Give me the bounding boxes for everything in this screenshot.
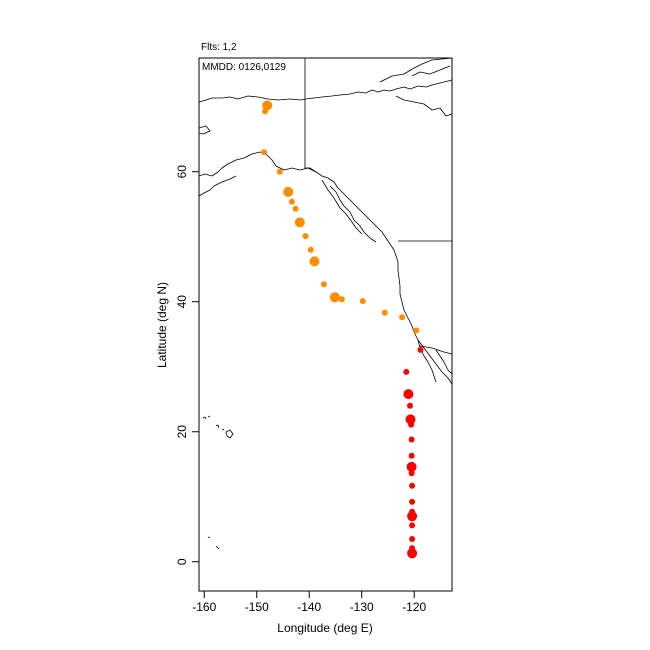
data-point-series-1-4 [276,168,283,175]
data-point-series-2-7 [408,436,415,443]
x-tick-label: -150 [245,600,269,614]
data-point-series-2-6 [408,421,415,428]
map-layer [199,58,452,550]
data-point-series-1-12 [320,281,327,288]
data-point-series-1-1 [262,100,273,111]
data-point-series-2-8 [408,452,415,459]
data-point-series-2-1 [417,346,424,353]
coastline-arctic-islands [379,58,452,117]
data-point-series-2-15 [409,522,416,529]
data-point-series-2-5 [405,414,416,425]
data-point-series-1-6 [288,198,295,205]
x-axis: -160 -150 -140 -130 -120 [192,591,427,614]
x-tick-label: -160 [192,600,216,614]
y-tick-label: 40 [175,295,189,309]
data-point-series-2-10 [408,470,415,477]
coastline-gulf-of-alaska [275,165,452,385]
x-tick-label: -130 [350,600,374,614]
data-point-series-2-12 [409,498,416,505]
data-point-series-1-13 [329,292,340,303]
data-point-series-1-11 [309,256,320,267]
coastline-north-america [199,79,452,103]
border-alaska-canada [304,58,317,173]
data-point-series-2-2 [403,368,410,375]
coastline-inland-passage [321,179,377,243]
data-point-series-1-10 [307,246,314,253]
data-point-series-1-15 [359,298,366,305]
data-point-series-1-5 [283,186,294,197]
coastline-alaska-west [199,125,277,197]
y-axis-title: Latitude (deg N) [155,282,169,368]
x-tick-label: -140 [297,600,321,614]
border-us-mexico [419,345,452,355]
data-point-series-1-17 [399,314,406,321]
hawaiian-islands [202,415,234,439]
data-point-series-2-14 [407,511,418,522]
data-point-series-2-9 [406,461,417,472]
y-tick-label: 0 [175,558,189,565]
flights-label: Flts: 1,2 [201,42,237,53]
data-point-series-2-16 [409,536,416,542]
data-point-series-1-2 [262,108,269,115]
y-tick-label: 20 [175,425,189,439]
x-tick-label: -120 [402,600,426,614]
data-point-series-2-18 [407,548,418,559]
small-islands [207,536,220,550]
data-point-series-1-14 [338,296,345,303]
dates-label: MMDD: 0126,0129 [202,62,286,73]
data-point-series-2-11 [409,482,416,489]
y-axis: 0 20 40 60 [175,165,199,565]
data-point-series-1-18 [413,327,420,334]
plot-frame [198,57,453,592]
flight-points [261,100,424,559]
data-point-series-1-8 [294,217,305,228]
data-point-series-2-4 [407,402,413,409]
x-axis-title: Longitude (deg E) [277,621,372,635]
y-tick-label: 60 [175,165,189,179]
data-point-series-1-3 [261,149,268,156]
data-point-series-1-7 [292,205,299,212]
data-point-series-2-3 [403,389,414,400]
data-point-series-1-16 [381,309,388,316]
data-point-series-1-9 [302,233,309,240]
